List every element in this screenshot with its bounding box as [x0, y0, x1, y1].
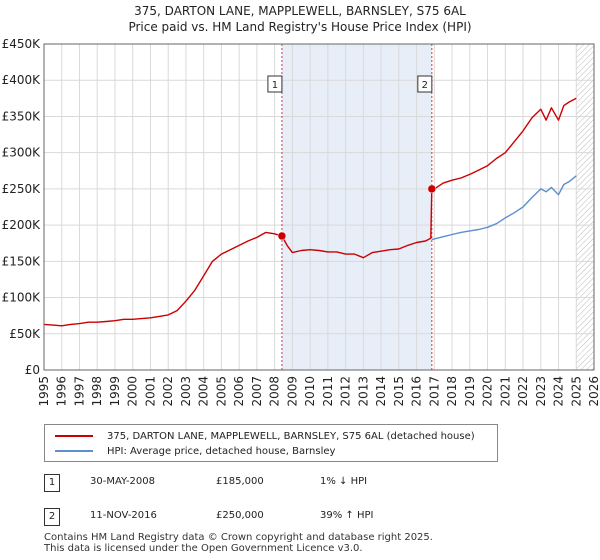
price-chart: £0 £50K £100K £150K £200K £250K £300K £350K £400… — [2, 37, 600, 407]
x-tick-label: 2021 — [498, 376, 512, 407]
y-tick-label: £150K — [2, 254, 42, 268]
x-tick-label: 2011 — [321, 376, 335, 407]
y-tick-label: £400K — [2, 73, 42, 87]
sale-marker-badge: 1 — [44, 474, 60, 492]
sale-hpi-change: 39% ↑ HPI — [320, 510, 374, 521]
x-tick-label: 2009 — [285, 376, 299, 407]
y-tick-label: £200K — [2, 218, 42, 232]
sale-annotation-label: 2 — [422, 80, 428, 91]
x-tick-label: 1999 — [108, 376, 122, 407]
legend-swatch-property — [55, 435, 93, 437]
sale-point — [427, 184, 437, 194]
x-tick-label: 2018 — [445, 376, 459, 407]
footer-line1: Contains HM Land Registry data © Crown c… — [44, 532, 433, 543]
x-tick-label: 2020 — [481, 376, 495, 407]
x-tick-label: 2004 — [197, 376, 211, 407]
legend-entry-property: 375, DARTON LANE, MAPPLEWELL, BARNSLEY, … — [55, 429, 475, 443]
x-tick-label: 2014 — [374, 376, 388, 407]
x-tick-label: 2025 — [569, 376, 583, 407]
x-tick-label: 1996 — [55, 376, 69, 407]
x-tick-label: 2000 — [126, 376, 140, 407]
y-tick-label: £100K — [2, 291, 42, 305]
x-tick-label: 2022 — [516, 376, 530, 407]
ownership-period-band — [281, 44, 432, 370]
x-tick-label: 2007 — [250, 376, 264, 407]
sale-price: £185,000 — [216, 476, 264, 487]
property-price-line — [43, 97, 577, 327]
x-tick-label: 2008 — [268, 376, 282, 407]
sale-hpi-change: 1% ↓ HPI — [320, 476, 368, 487]
x-tick-label: 1998 — [90, 376, 104, 407]
sale-row: 2 11-NOV-2016 £250,000 39% ↑ HPI — [44, 508, 584, 526]
x-tick-label: 2026 — [587, 376, 600, 407]
x-tick-label: 2017 — [427, 376, 441, 407]
y-tick-label: £50K — [9, 327, 41, 341]
forecast-hatch-region — [576, 44, 594, 370]
sale-annotation-box — [417, 75, 433, 93]
y-tick-label: £0 — [25, 363, 40, 377]
sale-row: 1 30-MAY-2008 £185,000 1% ↓ HPI — [44, 474, 584, 492]
sale-marker-badge: 2 — [44, 508, 60, 526]
sale-price: £250,000 — [216, 510, 264, 521]
x-tick-label: 2003 — [179, 376, 193, 407]
chart-legend: 375, DARTON LANE, MAPPLEWELL, BARNSLEY, … — [44, 424, 498, 462]
sale-annotation-label: 1 — [272, 80, 278, 91]
plot-border — [43, 43, 595, 371]
x-tick-label: 1997 — [72, 376, 86, 407]
legend-entry-hpi: HPI: Average price, detached house, Barn… — [55, 444, 335, 458]
legend-label-hpi: HPI: Average price, detached house, Barn… — [107, 445, 336, 457]
legend-label-property: 375, DARTON LANE, MAPPLEWELL, BARNSLEY, … — [107, 430, 475, 442]
x-tick-label: 2001 — [143, 376, 157, 407]
y-tick-label: £450K — [2, 37, 42, 51]
x-tick-label: 2012 — [339, 376, 353, 407]
x-tick-label: 2016 — [410, 376, 424, 407]
legend-swatch-hpi — [55, 450, 93, 452]
x-tick-label: 2019 — [463, 376, 477, 407]
x-tick-label: 2006 — [232, 376, 246, 407]
y-tick-label: £350K — [2, 109, 42, 123]
chart-title-line1: 375, DARTON LANE, MAPPLEWELL, BARNSLEY, … — [134, 4, 466, 18]
sale-annotation-box — [267, 75, 283, 93]
x-tick-label: 2013 — [356, 376, 370, 407]
sale-date: 30-MAY-2008 — [90, 476, 156, 487]
sale-point — [277, 231, 287, 241]
x-tick-label: 2024 — [552, 376, 566, 407]
x-tick-label: 2005 — [214, 376, 228, 407]
footer-attribution: Contains HM Land Registry data © Crown c… — [44, 532, 433, 554]
hpi-index-line — [431, 175, 577, 241]
sale-date: 11-NOV-2016 — [90, 510, 157, 521]
x-tick-label: 2015 — [392, 376, 406, 407]
x-tick-label: 1995 — [37, 376, 51, 407]
x-tick-label: 2023 — [534, 376, 548, 407]
y-tick-label: £250K — [2, 182, 42, 196]
x-tick-label: 2002 — [161, 376, 175, 407]
footer-line2: This data is licensed under the Open Gov… — [44, 543, 363, 554]
chart-title-line2: Price paid vs. HM Land Registry's House … — [128, 20, 472, 34]
x-tick-label: 2010 — [303, 376, 317, 407]
y-tick-label: £300K — [2, 146, 42, 160]
